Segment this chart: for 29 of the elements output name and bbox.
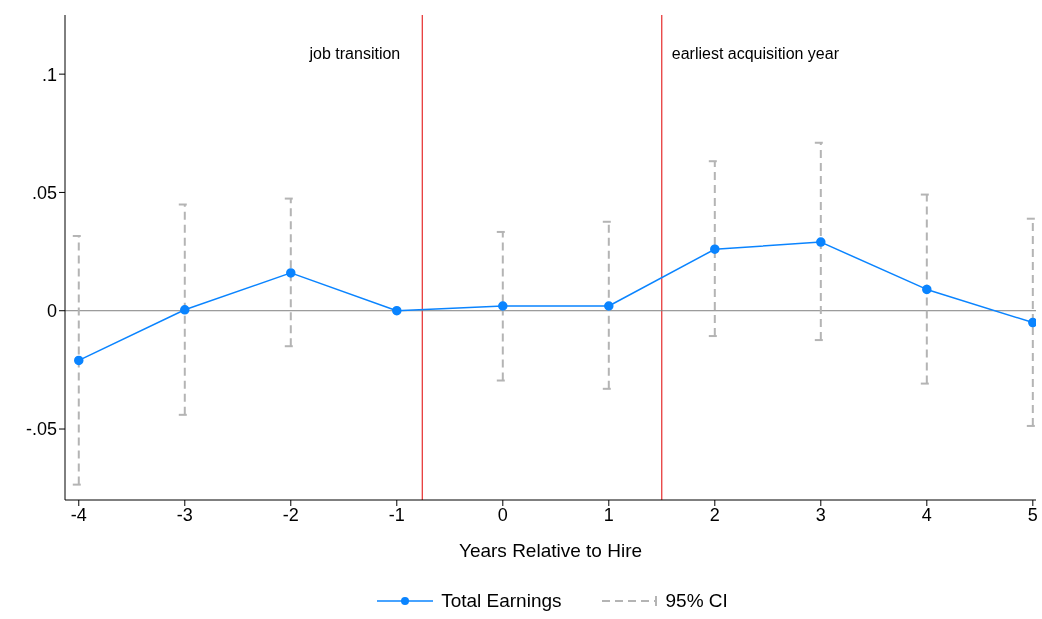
y-tick-label: 0 (46, 301, 57, 322)
x-tick-label: -3 (176, 504, 193, 525)
text: 95% CI (665, 590, 728, 612)
x-tick-label: 5 (1027, 504, 1038, 525)
y-tick-label: .05 (31, 182, 57, 203)
x-tick-label: -1 (388, 504, 405, 525)
point (498, 301, 508, 311)
point (392, 305, 402, 316)
point (816, 237, 826, 247)
point (180, 305, 190, 315)
point (1028, 317, 1036, 328)
x-tick-label: 2 (709, 504, 720, 525)
x-tick-label: 0 (497, 504, 508, 525)
ref-line-label: earliest acquisition year (671, 45, 840, 62)
x-tick-label: -4 (70, 504, 87, 525)
x-tick-label: 1 (603, 504, 614, 525)
x-axis-title: Years Relative to Hire (458, 540, 643, 562)
x-tick-label: 3 (815, 504, 826, 525)
y-tick-label: .1 (41, 64, 57, 85)
point (74, 355, 84, 366)
ref-line-label: job transition (308, 45, 401, 62)
point (286, 268, 296, 278)
x-tick-label: -2 (282, 504, 299, 525)
x-tick-label: 4 (921, 504, 932, 525)
point (604, 301, 614, 311)
legend-label: Total Earnings (441, 590, 562, 612)
y-tick-label: -.05 (25, 419, 57, 440)
point (710, 244, 720, 254)
point (922, 284, 932, 295)
